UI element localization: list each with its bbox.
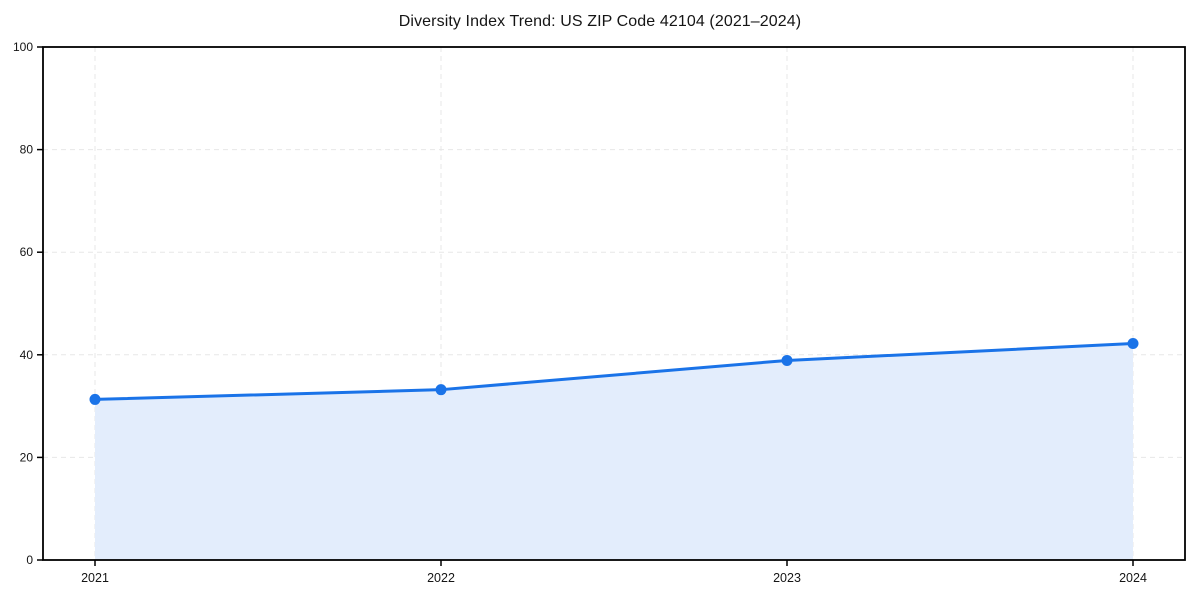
data-point-marker bbox=[435, 384, 447, 396]
chart-title: Diversity Index Trend: US ZIP Code 42104… bbox=[398, 13, 802, 30]
x-tick-label: 2021 bbox=[81, 571, 109, 585]
plot-border bbox=[42, 46, 1186, 561]
series-area-fill bbox=[95, 343, 1133, 560]
x-tick-label: 2022 bbox=[427, 571, 455, 585]
x-tick-label: 2023 bbox=[773, 571, 801, 585]
data-point-marker bbox=[1127, 338, 1139, 350]
series-line bbox=[93, 342, 1135, 401]
y-tick-label: 20 bbox=[20, 450, 34, 464]
y-tick-label: 60 bbox=[20, 245, 34, 259]
y-tick-label: 80 bbox=[20, 143, 34, 157]
data-point-marker bbox=[89, 393, 101, 405]
y-tick-label: 40 bbox=[20, 348, 34, 362]
y-tick-label: 0 bbox=[26, 553, 33, 567]
data-point-marker bbox=[781, 354, 793, 366]
x-tick-label: 2024 bbox=[1119, 571, 1147, 585]
y-tick-label: 100 bbox=[13, 40, 33, 54]
